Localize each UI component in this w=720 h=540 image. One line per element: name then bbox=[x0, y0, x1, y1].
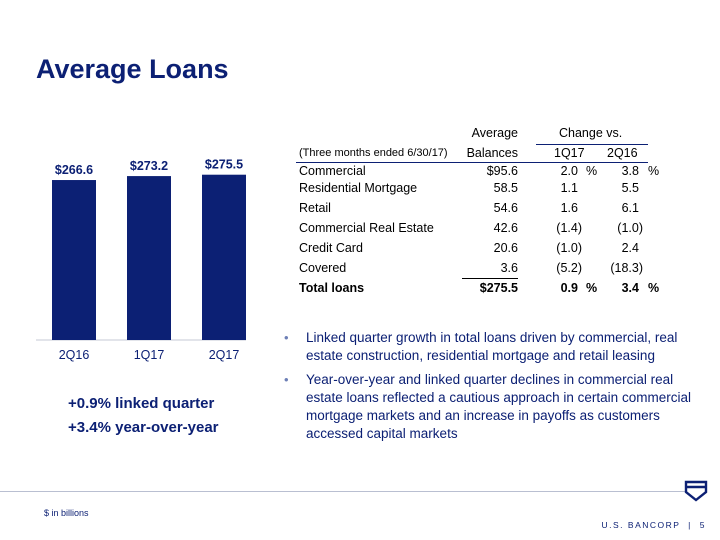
row-balance-credit-card: 20.6 bbox=[493, 241, 518, 255]
pct-sign: % bbox=[648, 164, 660, 178]
row-label-commercial: Commercial bbox=[299, 164, 366, 178]
bar-1Q17 bbox=[127, 176, 171, 340]
header-change: Change vs. bbox=[559, 126, 623, 140]
total-rule bbox=[462, 278, 518, 279]
row-2q16-covered: (18.3) bbox=[610, 261, 643, 275]
bar-value-label: $275.5 bbox=[205, 158, 243, 172]
row-2q16-credit-card: 2.4 bbox=[621, 241, 639, 255]
pct-sign: % bbox=[648, 281, 660, 295]
row-balance-total-loans: $275.5 bbox=[479, 281, 518, 295]
bar-2Q16 bbox=[52, 180, 96, 340]
page-number: 5 bbox=[699, 520, 706, 530]
row-2q16-residential-mortgage: 5.5 bbox=[621, 181, 639, 195]
row-1q17-residential-mortgage: 1.1 bbox=[560, 181, 578, 195]
bar-value-label: $266.6 bbox=[55, 163, 93, 177]
bar-value-label: $273.2 bbox=[130, 159, 168, 173]
page-title: Average Loans bbox=[36, 54, 229, 84]
row-1q17-total-loans: 0.9 bbox=[560, 281, 578, 295]
row-2q16-commercial: 3.8 bbox=[621, 164, 639, 178]
header-rule bbox=[296, 162, 648, 163]
category-label: 1Q17 bbox=[134, 348, 165, 362]
year-over-year-growth: +3.4% year-over-year bbox=[68, 419, 219, 436]
bullet-item: • Linked quarter growth in total loans d… bbox=[282, 329, 702, 365]
row-2q16-total-loans: 3.4 bbox=[621, 281, 639, 295]
commentary-bullets: • Linked quarter growth in total loans d… bbox=[282, 329, 702, 449]
row-2q16-retail: 6.1 bbox=[621, 201, 639, 215]
row-balance-retail: 54.6 bbox=[493, 201, 518, 215]
row-label-total-loans: Total loans bbox=[299, 281, 365, 295]
change-header-rule bbox=[536, 144, 648, 145]
bar-chart: $266.6 2Q16 $273.2 1Q17 $275.5 2Q17 bbox=[36, 158, 246, 362]
row-balance-commercial: $95.6 bbox=[486, 164, 518, 178]
footer-divider bbox=[0, 491, 686, 492]
header-average: Average bbox=[471, 126, 518, 140]
header-balances: Balances bbox=[466, 146, 518, 160]
header-2q16: 2Q16 bbox=[607, 146, 638, 160]
bullet-icon: • bbox=[284, 372, 289, 387]
row-2q16-commercial-real-estate: (1.0) bbox=[617, 221, 643, 235]
row-label-covered: Covered bbox=[299, 261, 347, 275]
bullet-icon: • bbox=[284, 330, 289, 345]
row-balance-covered: 3.6 bbox=[500, 261, 518, 275]
header-period: (Three months ended 6/30/17) bbox=[299, 147, 448, 159]
pct-sign: % bbox=[586, 281, 598, 295]
row-1q17-commercial: 2.0 bbox=[560, 164, 578, 178]
category-label: 2Q16 bbox=[59, 348, 90, 362]
row-1q17-commercial-real-estate: (1.4) bbox=[556, 221, 582, 235]
shield-logo-icon bbox=[684, 480, 708, 502]
footer-brand: U.S. BANCORP | 5 bbox=[602, 520, 706, 530]
row-balance-residential-mortgage: 58.5 bbox=[493, 181, 518, 195]
header-1q17: 1Q17 bbox=[554, 146, 585, 160]
linked-quarter-growth: +0.9% linked quarter bbox=[68, 395, 215, 412]
pct-sign: % bbox=[586, 164, 598, 178]
row-balance-commercial-real-estate: 42.6 bbox=[493, 221, 518, 235]
brand-name: U.S. BANCORP bbox=[601, 520, 681, 530]
row-1q17-retail: 1.6 bbox=[560, 201, 578, 215]
units-note: $ in billions bbox=[44, 508, 89, 518]
row-1q17-covered: (5.2) bbox=[556, 261, 582, 275]
bar-2Q17 bbox=[202, 174, 246, 340]
row-label-credit-card: Credit Card bbox=[299, 241, 363, 255]
row-label-residential-mortgage: Residential Mortgage bbox=[299, 181, 418, 195]
row-1q17-credit-card: (1.0) bbox=[556, 241, 582, 255]
bullet-item: • Year-over-year and linked quarter decl… bbox=[282, 371, 702, 443]
bullet-text: Year-over-year and linked quarter declin… bbox=[306, 372, 691, 441]
category-label: 2Q17 bbox=[209, 348, 240, 362]
row-label-commercial-real-estate: Commercial Real Estate bbox=[299, 221, 434, 235]
footer-separator: | bbox=[688, 520, 692, 530]
row-label-retail: Retail bbox=[299, 201, 331, 215]
bullet-text: Linked quarter growth in total loans dri… bbox=[306, 330, 678, 363]
